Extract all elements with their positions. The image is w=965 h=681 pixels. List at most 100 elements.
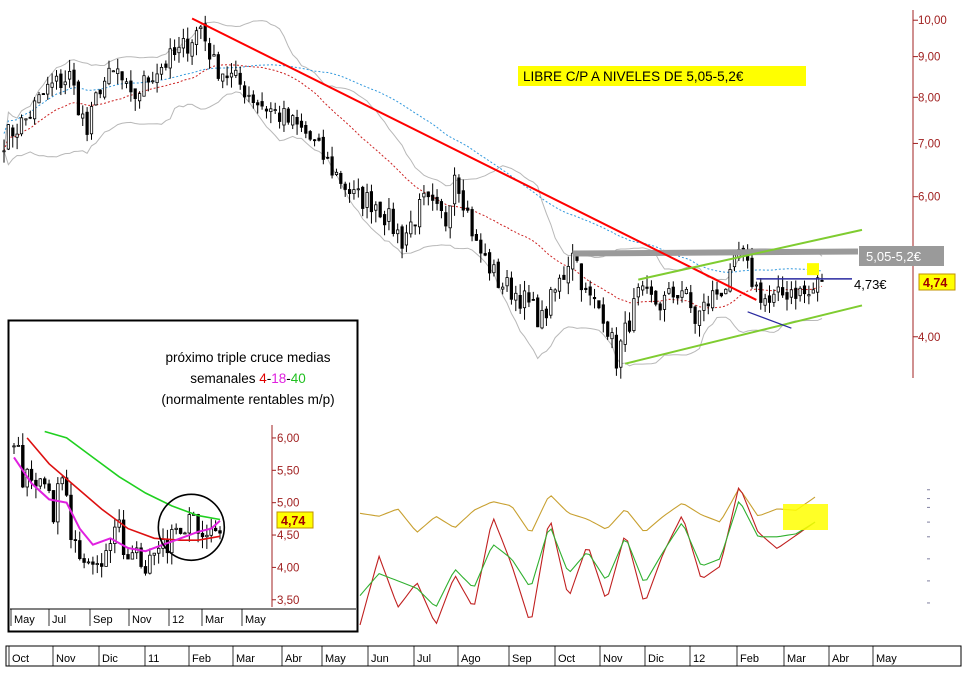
ma-label-4: 4 <box>259 371 267 386</box>
candle-body <box>759 282 763 303</box>
candle-body <box>588 286 592 296</box>
candle-body <box>2 150 6 153</box>
main-candles <box>2 15 824 379</box>
inset-candle-body <box>108 543 113 551</box>
inset-candle-body <box>174 527 178 530</box>
candle-body <box>645 286 649 289</box>
inset-candle-body <box>152 552 156 556</box>
candle-body <box>321 136 325 160</box>
candle-body <box>286 108 290 123</box>
candle-body <box>763 298 767 306</box>
candle-body <box>59 73 63 89</box>
candle-body <box>142 75 146 97</box>
inset-candle-body <box>196 514 200 534</box>
candle-body <box>592 296 597 300</box>
x-tick-label: Jun <box>371 653 389 665</box>
headline-banner: LIBRE C/P A NIVELES DE 5,05-5,2€ <box>518 66 806 86</box>
candle-body <box>352 189 356 195</box>
candle-body <box>299 120 304 128</box>
candle-body <box>400 226 404 249</box>
candle-body <box>282 108 286 126</box>
candle-body <box>304 125 308 134</box>
candle-body <box>820 279 824 282</box>
candle-body <box>374 204 378 211</box>
inset-candle-body <box>183 532 187 535</box>
ma-label-40: 40 <box>291 371 306 386</box>
y-tick-label: 9,00 <box>918 52 940 64</box>
oscillator-highlight <box>783 504 828 530</box>
inset-x-tick-label: Jul <box>52 614 66 626</box>
channel-upper <box>638 228 863 281</box>
candle-body <box>676 294 680 299</box>
x-tick-label: Dic <box>102 653 118 665</box>
channel-lower <box>624 304 863 365</box>
candle-body <box>680 290 684 298</box>
candle-body <box>632 298 636 332</box>
candle-body <box>203 23 207 42</box>
candle-body <box>168 48 172 69</box>
x-tick-label: May <box>876 653 897 665</box>
candle-body <box>448 205 452 229</box>
bollinger-bands <box>3 20 823 367</box>
inset-candle-body <box>126 554 130 560</box>
candle-body <box>627 320 632 332</box>
candle-body <box>544 308 549 319</box>
candle-body <box>781 287 785 296</box>
candle-body <box>697 310 702 326</box>
inset-candle-body <box>69 494 73 541</box>
y-tick-label: 8,00 <box>918 92 940 104</box>
candle-body <box>527 292 531 303</box>
candle-body <box>562 274 566 280</box>
resistance-label: 5,05-5,2€ <box>859 246 944 266</box>
candle-body <box>776 286 780 293</box>
candle-body <box>11 127 15 137</box>
inset-candle-body <box>121 519 126 555</box>
candle-body <box>597 300 601 309</box>
inset-y-tick-label: 6,00 <box>277 433 299 445</box>
x-tick-label: Oct <box>558 653 575 665</box>
candle-body <box>492 264 496 274</box>
candle-body <box>186 38 190 54</box>
x-tick-label: Dic <box>648 653 664 665</box>
candle-body <box>41 93 46 95</box>
y-tick-label: 6,00 <box>918 192 940 204</box>
candle-body <box>461 190 465 211</box>
inset-candle-body <box>130 552 135 560</box>
inset-candle-body <box>78 540 82 559</box>
inset-candle-body <box>218 530 222 534</box>
candle-body <box>754 284 759 287</box>
candle-body <box>444 212 448 227</box>
inset-x-tick-label: May <box>14 614 35 626</box>
x-tick-label: Mar <box>236 653 255 665</box>
moving-averages <box>3 64 823 309</box>
inset-candle-body <box>156 547 161 554</box>
candle-body <box>702 301 706 311</box>
headline-text: LIBRE C/P A NIVELES DE 5,05-5,2€ <box>523 69 744 84</box>
candle-body <box>378 201 382 218</box>
inset-candle-body <box>60 477 64 485</box>
candle-body <box>807 294 811 297</box>
candle-body <box>557 277 562 292</box>
ma-sep-1: - <box>267 371 272 386</box>
inset-candle-body <box>113 526 117 544</box>
candle-body <box>579 263 584 291</box>
candle-body <box>116 68 120 75</box>
candle-body <box>133 88 137 100</box>
candle-body <box>54 75 59 82</box>
candle-body <box>120 71 124 81</box>
candle-body <box>194 30 199 46</box>
candle-body <box>212 54 216 57</box>
oscillator-line <box>359 488 816 533</box>
candle-body <box>732 254 737 268</box>
candle-body <box>221 73 225 82</box>
candle-body <box>225 75 229 79</box>
last-bar-highlight <box>807 263 819 276</box>
inset-candle-body <box>86 561 91 564</box>
candle-body <box>474 233 479 241</box>
y-tick-label: 10,00 <box>918 15 947 27</box>
x-tick-label: May <box>325 653 346 665</box>
x-tick-label: Oct <box>12 653 29 665</box>
inset-candle-body <box>95 563 99 565</box>
x-tick-label: Nov <box>603 653 623 665</box>
candle-body <box>417 199 422 228</box>
